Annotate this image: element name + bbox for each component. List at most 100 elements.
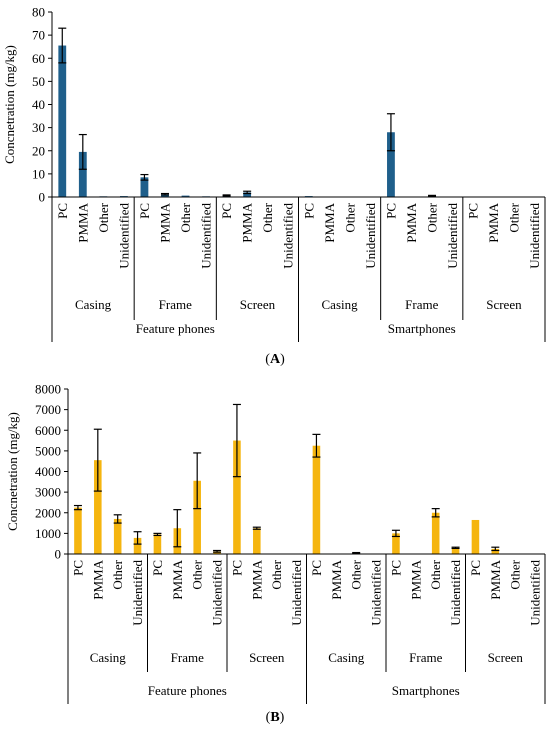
category-label-b: PC [70,560,85,576]
category-label-a: Other [178,202,193,232]
y-tick-label-b: 6000 [35,423,61,438]
bar-a [243,192,252,197]
subgroup-label-a: Casing [75,297,112,312]
category-label-a: PMMA [240,202,255,242]
subgroup-label-a: Screen [240,297,276,312]
caption-a: (A) [265,352,285,367]
category-label-b: PC [388,560,403,576]
y-tick-label-a: 80 [32,5,45,20]
category-label-b: PC [309,560,324,576]
bar-b [312,445,321,554]
subgroup-label-a: Screen [486,297,522,312]
category-label-a: PC [55,203,70,219]
category-label-a: Other [507,202,522,232]
bar-a [58,45,67,197]
bar-a [140,177,149,197]
y-tick-label-b: 5000 [35,443,61,458]
subgroup-label-b: Casing [328,650,365,665]
bar-a [181,195,190,197]
category-label-a: Other [96,202,111,232]
bar-chart-a: 0 10 20 30 40 50 60 70 80 Concnetration (mg/kg) PC… [2,5,546,342]
category-label-b: PMMA [488,559,503,599]
bar-b [471,519,480,554]
caption-b: (B) [265,710,285,725]
chart-panel-a: 0 10 20 30 40 50 60 70 80 Concnetration (mg/kg) PC… [2,5,546,342]
subgroup-label-b: Frame [409,650,442,665]
category-label-b: Unidentified [289,560,304,626]
y-axis-title-b: Concnetration (mg/kg) [5,412,20,531]
y-tick-label-b: 2000 [35,505,61,520]
category-label-b: PMMA [249,559,264,599]
category-label-a: PMMA [322,202,337,242]
y-tick-label-b: 8000 [35,382,61,397]
category-label-b: PMMA [408,559,423,599]
category-label-b: Unidentified [528,560,543,626]
category-label-a: PC [219,203,234,219]
bar-b [94,460,102,554]
subgroup-label-a: Casing [322,297,359,312]
bar-b [153,534,162,554]
y-tick-label-b: 7000 [35,402,61,417]
y-tick-label-a: 40 [32,97,45,112]
subgroup-label-b: Screen [249,650,285,665]
category-label-b: PC [150,560,165,576]
y-tick-label-a: 60 [32,51,45,66]
category-label-a: PMMA [486,202,501,242]
bar-b [233,440,241,554]
category-label-b: Unidentified [448,560,463,626]
bar-b [431,512,440,554]
subgroup-label-b: Frame [171,650,204,665]
y-tick-label-a: 10 [32,166,45,181]
category-label-b: PMMA [90,559,105,599]
subgroup-label-a: Frame [159,297,192,312]
bar-a [78,151,87,197]
y-tick-label-a: 70 [32,28,45,43]
bar-b [451,547,460,554]
category-label-b: Other [508,559,523,589]
category-label-a: PC [301,203,316,219]
category-label-b: PC [229,560,244,576]
y-tick-label-b: 3000 [35,485,61,500]
category-label-a: PC [383,203,398,219]
category-label-a: Unidentified [116,203,131,269]
category-label-a: Other [342,202,357,232]
category-label-b: Unidentified [369,560,384,626]
bar-b [193,480,201,554]
category-label-b: PMMA [170,559,185,599]
category-label-b: Other [349,559,364,589]
caption-a-letter: A [269,352,281,367]
y-tick-label-a: 30 [32,120,45,135]
category-label-b: Other [110,559,125,589]
category-label-a: PMMA [75,202,90,242]
group-label-a: Feature phones [136,321,215,336]
bar-chart-b: 0 1000 2000 3000 4000 5000 6000 7000 8000 Concnet… [5,382,546,704]
bar-a [161,194,169,197]
y-tick-label-b: 4000 [35,464,61,479]
category-label-b: Other [428,559,443,589]
subgroup-label-b: Screen [488,650,524,665]
category-label-a: Unidentified [363,203,378,269]
category-label-b: Unidentified [210,560,225,626]
caption-b-letter: B [270,710,280,725]
category-label-a: PMMA [157,202,172,242]
subgroup-label-b: Casing [90,650,127,665]
category-label-a: Unidentified [445,203,460,269]
category-label-b: PC [468,560,483,576]
category-label-b: Other [190,559,205,589]
bar-b [74,507,82,554]
category-label-a: Unidentified [199,203,214,269]
bar-b [113,518,122,554]
y-tick-label-a: 50 [32,74,45,89]
category-label-a: PC [466,203,481,219]
y-axis-title-a: Concnetration (mg/kg) [2,45,17,164]
y-tick-label-b: 1000 [35,526,61,541]
category-label-a: PC [137,203,152,219]
category-label-b: Other [269,559,284,589]
group-label-b: Feature phones [148,683,227,698]
bar-b [133,537,142,554]
y-tick-label-b: 0 [55,547,62,562]
y-tick-label-a: 20 [32,143,45,158]
chart-panel-b: 0 1000 2000 3000 4000 5000 6000 7000 8000 Concnet… [0,378,550,732]
bar-b [253,528,261,554]
subgroup-label-a: Frame [405,297,438,312]
